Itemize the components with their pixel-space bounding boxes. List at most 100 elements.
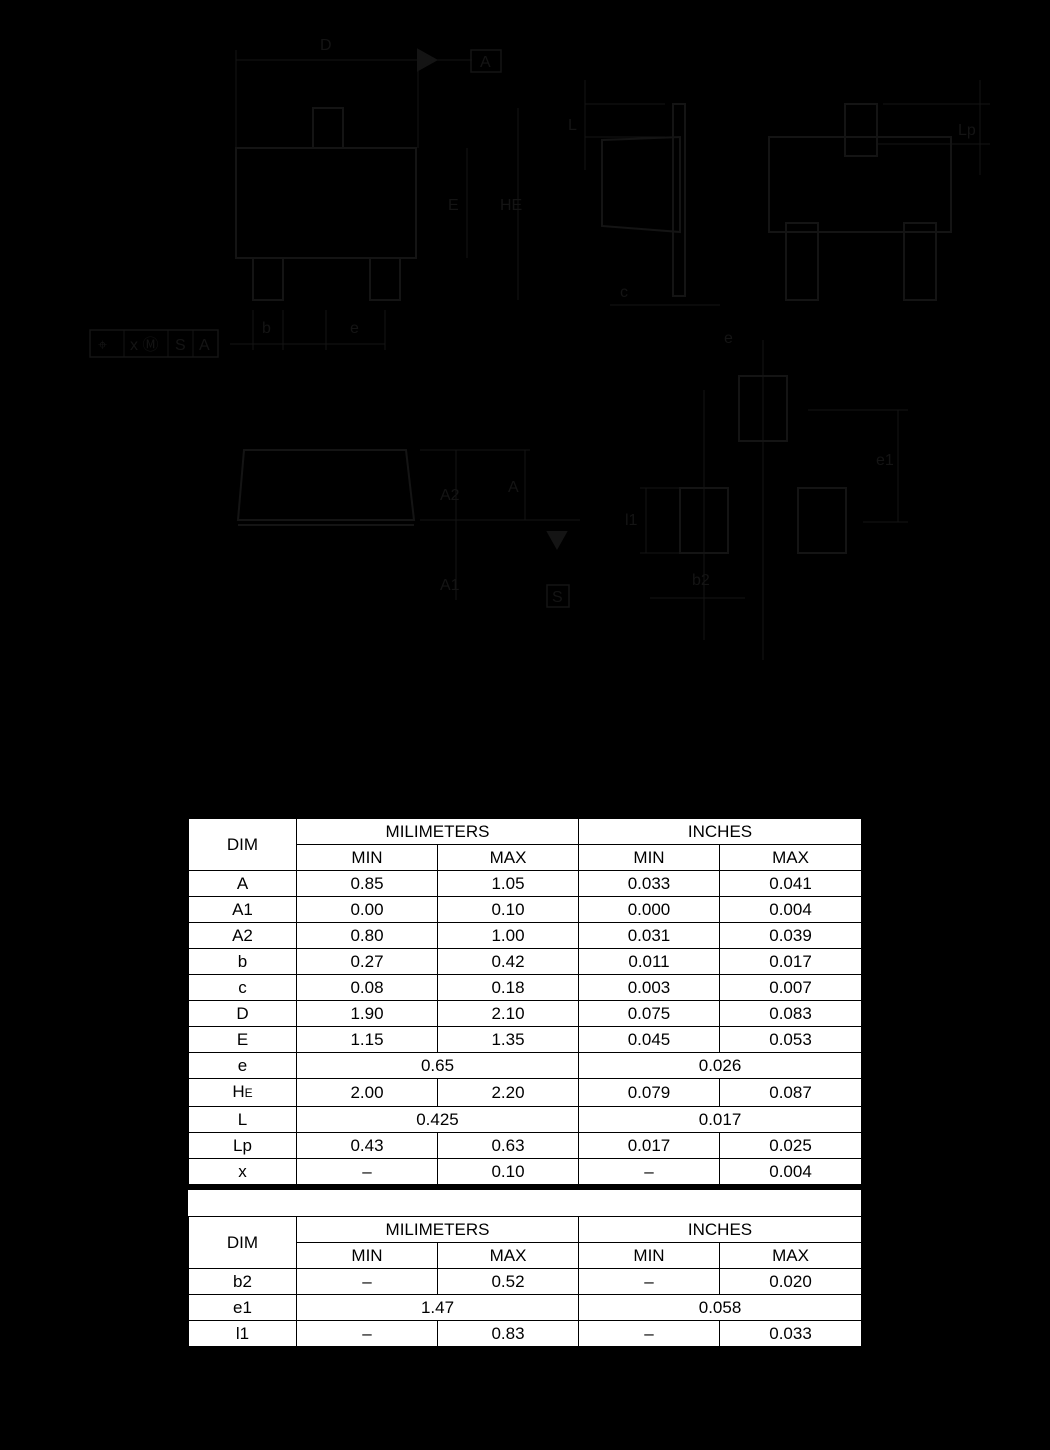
table-row: E 1.15 1.35 0.045 0.053 (188, 1026, 863, 1053)
fcf-datum-S: S (175, 337, 186, 354)
end-view: Lp (768, 80, 990, 301)
cell-in-min: 0.031 (578, 922, 720, 949)
label-A: A (508, 479, 519, 496)
cell-mm-min: 0.27 (296, 948, 438, 975)
label-datum-A: A (480, 54, 491, 71)
cell-in-min: 0.045 (578, 1026, 720, 1053)
land-pattern: e e1 l1 b2 (625, 330, 908, 660)
cell-in-min: 0.033 (578, 870, 720, 897)
header-in-max: MAX (718, 1242, 863, 1269)
cell-mm-min: 0.85 (296, 870, 438, 897)
header-mm-min: MIN (296, 1242, 438, 1269)
cell-mm-max: 0.42 (437, 948, 579, 975)
label-b: b (262, 320, 271, 337)
cell-dim: c (188, 974, 297, 1001)
table-row: x –0.10–0.004 (188, 1158, 863, 1185)
package-body (235, 147, 417, 259)
feature-control-frame (89, 329, 219, 358)
cell-mm-max: 0.52 (437, 1268, 579, 1295)
cell-in-max: 0.039 (718, 922, 863, 949)
cell-mm-min: – (296, 1320, 438, 1347)
cell-dim: b (188, 948, 297, 975)
cell-mm-max: 0.63 (437, 1132, 579, 1159)
table-row: l1–0.83–0.033 (188, 1320, 863, 1347)
header-dim: DIM (188, 1216, 297, 1269)
cell-in-min: 0.000 (578, 896, 720, 923)
cell-mm-min: 0.00 (296, 896, 438, 923)
label-E: E (448, 197, 459, 214)
cell-in-max: 0.025 (718, 1132, 863, 1159)
cell-in-max: 0.020 (718, 1268, 863, 1295)
label-c: c (620, 284, 628, 301)
cell-dim: b2 (188, 1268, 297, 1295)
table-row: c 0.08 0.18 0.003 0.007 (188, 974, 863, 1001)
header-mm-max: MAX (437, 844, 579, 871)
cell-in-max: 0.083 (718, 1000, 863, 1027)
table-row: b2–0.52–0.020 (188, 1268, 863, 1295)
label-datum-S: S (552, 589, 563, 606)
cell-mm-min: – (296, 1268, 438, 1295)
cell-in-max: 0.033 (718, 1320, 863, 1347)
label-A2: A2 (440, 487, 460, 504)
cell-dim: x (188, 1158, 297, 1185)
cell-mm: 0.425 (296, 1106, 579, 1133)
label-Lp: Lp (958, 122, 976, 139)
cell-dim: e1 (188, 1294, 297, 1321)
label-b2: b2 (692, 572, 710, 589)
cell-in: 0.058 (577, 1294, 863, 1321)
cell-in-max: 0.041 (718, 870, 863, 897)
cell-dim: Lp (188, 1132, 297, 1159)
cell-in-max: 0.007 (718, 974, 863, 1001)
label-e1: e1 (876, 452, 894, 469)
fcf-tolerance: x Ⓜ (130, 336, 158, 354)
cell-dim: L (188, 1106, 297, 1133)
table-row: Lp 0.43 0.63 0.017 0.025 (188, 1132, 863, 1159)
cell-dim: l1 (188, 1320, 297, 1347)
header-millimeters: MILIMETERS (296, 1216, 579, 1243)
cell-in-min: 0.011 (578, 948, 720, 975)
header-in-min: MIN (578, 844, 720, 871)
cell-mm-max: 2.10 (437, 1000, 579, 1027)
cell-in-min: – (578, 1158, 720, 1185)
table-row: A 0.85 1.05 0.033 0.041 (188, 870, 863, 897)
front-view: A2 A A1 S (236, 449, 580, 608)
cell-in-min: 0.003 (578, 974, 720, 1001)
lead-bottom-left (252, 257, 284, 301)
cell-in-max: 0.017 (718, 948, 863, 975)
pad-right (797, 487, 847, 554)
fcf-position: ⌖ (98, 337, 107, 354)
cell-in: 0.017 (577, 1106, 863, 1133)
cell-in-max: 0.004 (718, 896, 863, 923)
cell-in-min: 0.017 (578, 1132, 720, 1159)
header-in-max: MAX (718, 844, 863, 871)
cell-mm-max: 1.00 (437, 922, 579, 949)
cell-dim: D (188, 1000, 297, 1027)
label-e: e (350, 320, 359, 337)
top-view: D A E HE b e ⌖ x Ⓜ S A (89, 37, 522, 358)
table-separator (188, 1190, 861, 1216)
table-row: L 0.425 0.017 (188, 1106, 863, 1133)
cell-mm-min: 0.80 (296, 922, 438, 949)
footprint-dimensions-table: DIM MILIMETERS INCHES MIN MAX MIN MAX b2… (188, 1216, 863, 1347)
label-A1: A1 (440, 577, 460, 594)
fcf-datum-A: A (199, 337, 210, 354)
cell-dim: e (188, 1052, 297, 1079)
table-row: A1 0.00 0.10 0.000 0.004 (188, 896, 863, 923)
table-row: A2 0.80 1.00 0.031 0.039 (188, 922, 863, 949)
side-view: L c (568, 80, 720, 306)
table-row: e1 1.47 0.058 (188, 1294, 863, 1321)
cell-in-min: – (578, 1268, 720, 1295)
cell-mm-min: – (296, 1158, 438, 1185)
cell-mm-min: 1.15 (296, 1026, 438, 1053)
cell-mm: 1.47 (296, 1294, 579, 1321)
cell-mm-min: 0.43 (296, 1132, 438, 1159)
header-mm-max: MAX (437, 1242, 579, 1269)
cell-mm-min: 0.08 (296, 974, 438, 1001)
cell-mm-min: 2.00 (296, 1078, 438, 1107)
lead-top (312, 107, 344, 149)
header-dim: DIM (188, 818, 297, 871)
cell-in-min: – (578, 1320, 720, 1347)
table-row: D 1.90 2.10 0.075 0.083 (188, 1000, 863, 1027)
cell-mm-max: 1.35 (437, 1026, 579, 1053)
